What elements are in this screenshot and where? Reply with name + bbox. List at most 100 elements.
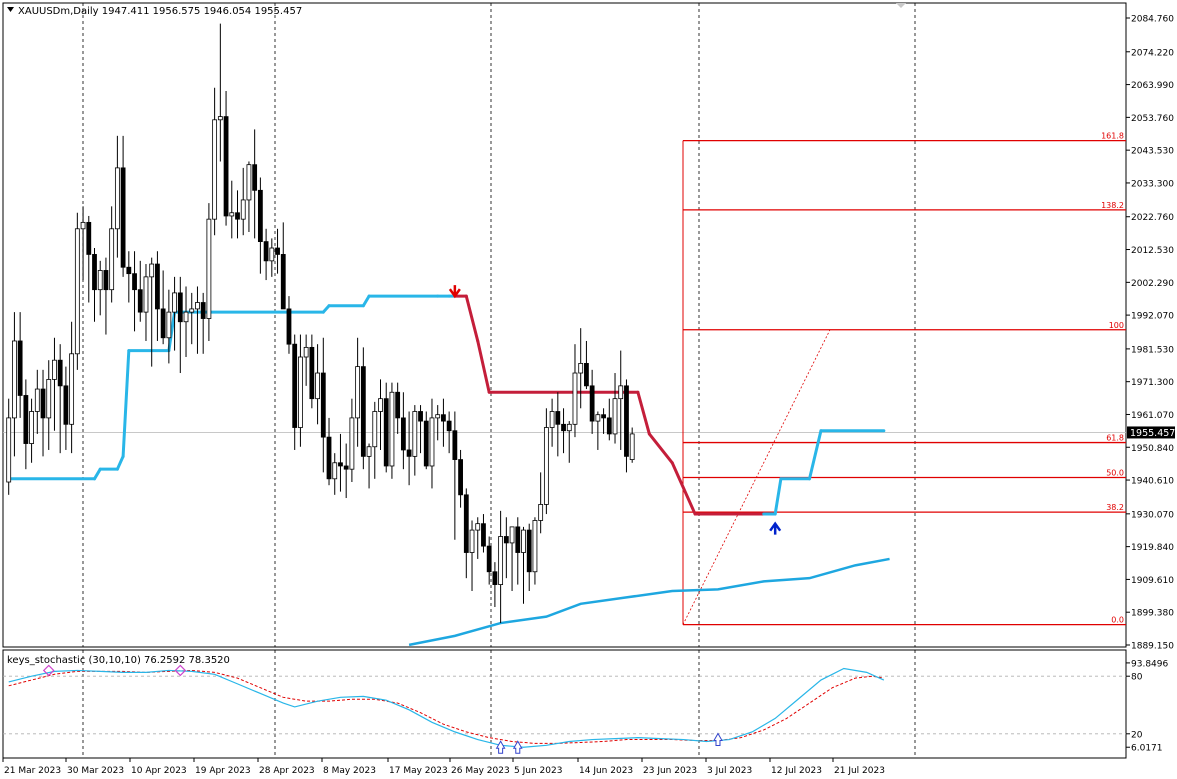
candle-body-61 — [355, 366, 361, 419]
candle-body-45 — [263, 241, 269, 262]
time-tick-label-10: 23 Jun 2023 — [643, 766, 697, 776]
candle-body-51 — [298, 356, 303, 428]
supertrend-segment-10 — [361, 294, 371, 308]
candle-body-64 — [372, 411, 378, 448]
supertrend-segment-16 — [476, 339, 491, 394]
indicator-label: keys_stochastic (30,10,10) 76.2592 78.35… — [7, 655, 230, 666]
price-tick-label-10: 1981.530 — [1131, 345, 1174, 355]
candle-body-36 — [212, 119, 218, 220]
price-tick-label-3: 2053.760 — [1131, 114, 1174, 124]
stoch-tick-label-2: 20 — [1131, 730, 1143, 740]
price-tick-label-13: 1950.840 — [1131, 444, 1174, 454]
price-tick-label-5: 2033.300 — [1131, 179, 1174, 189]
stoch-tick-label-0: 93.8496 — [1131, 659, 1168, 669]
candle-body-74 — [429, 417, 435, 467]
candle-body-19 — [114, 167, 120, 230]
candle-body-62 — [360, 366, 366, 457]
candle-body-32 — [189, 308, 195, 313]
candle-body-42 — [246, 164, 252, 201]
candle-body-57 — [332, 462, 338, 480]
candle-body-43 — [252, 164, 258, 191]
supertrend-segment-23 — [773, 477, 783, 516]
price-tick-label-12: 1961.070 — [1131, 411, 1174, 421]
price-tick-label-11: 1971.300 — [1131, 378, 1174, 388]
indicator-pane-frame — [2, 649, 1127, 759]
fib-trend-line — [682, 329, 831, 625]
candle-body-6 — [40, 388, 46, 419]
candle-body-30 — [177, 292, 183, 323]
time-tick-label-6: 17 May 2023 — [389, 766, 448, 776]
chart-shift-icon[interactable] — [896, 3, 906, 8]
candle-body-48 — [280, 254, 286, 310]
candle-body-68 — [395, 391, 401, 419]
sell-arrow-icon — [448, 285, 461, 299]
collapse-triangle-icon[interactable] — [7, 7, 14, 12]
candle-body-80 — [463, 494, 469, 553]
candle-body-46 — [269, 247, 275, 262]
candle-body-69 — [400, 417, 406, 451]
candle-body-47 — [275, 247, 280, 255]
price-tick-label-16: 1919.840 — [1131, 543, 1174, 553]
candle-body-92 — [532, 520, 538, 573]
symbol-header: XAUUSDm,Daily 1947.411 1956.575 1946.054… — [7, 6, 302, 17]
candle-body-53 — [309, 346, 315, 400]
candle-body-33 — [195, 302, 200, 310]
candle-body-29 — [172, 292, 177, 313]
candle-body-16 — [97, 270, 103, 291]
candle-body-83 — [481, 523, 486, 547]
candle-body-94 — [543, 427, 549, 505]
candle-body-77 — [446, 420, 452, 432]
candle-body-85 — [492, 571, 498, 585]
candle-body-9 — [57, 359, 63, 387]
candle-body-109 — [629, 433, 635, 460]
candle-body-97 — [561, 423, 566, 432]
candle-body-84 — [486, 545, 492, 573]
candle-body-91 — [526, 529, 532, 573]
candle-body-108 — [624, 385, 629, 457]
supertrend-segment-25 — [808, 429, 823, 481]
candle-body-25 — [149, 263, 155, 278]
candle-body-66 — [383, 398, 389, 467]
candle-body-49 — [286, 308, 292, 345]
signal-arrows — [448, 285, 782, 535]
candle-body-82 — [475, 523, 481, 531]
stochastic-pane: 93.8496 80 20 6.0171 — [3, 659, 1168, 754]
candle-body-102 — [589, 385, 595, 422]
candle-body-11 — [69, 353, 75, 425]
candle-body-15 — [92, 254, 97, 291]
candle-body-20 — [120, 167, 126, 268]
price-badge-text: 1955.457 — [1130, 428, 1175, 439]
candle-body-52 — [303, 346, 309, 358]
time-tick-label-4: 28 Apr 2023 — [259, 766, 315, 776]
candle-body-54 — [315, 372, 320, 400]
candle-body-60 — [349, 417, 355, 470]
candle-body-8 — [52, 359, 57, 380]
period-separators — [82, 3, 916, 758]
candle-body-73 — [423, 420, 429, 467]
supertrend-segment-18 — [636, 390, 651, 436]
candle-body-3 — [23, 395, 29, 444]
time-tick-label-8: 5 Jun 2023 — [514, 766, 562, 776]
candle-body-95 — [549, 411, 555, 428]
price-tick-label-18: 1899.380 — [1131, 609, 1174, 619]
price-tick-label-4: 2043.530 — [1131, 147, 1174, 157]
candle-body-34 — [200, 302, 206, 319]
stoch-tick-label-3: 6.0171 — [1131, 744, 1163, 754]
price-tick-label-8: 2002.290 — [1131, 279, 1174, 289]
candle-body-4 — [29, 411, 34, 444]
supertrend-segment-15 — [464, 294, 480, 343]
time-tick-label-9: 14 Jun 2023 — [579, 766, 633, 776]
candle-body-99 — [572, 372, 578, 425]
price-tick-label-19: 1889.150 — [1131, 642, 1174, 652]
supertrend-segment-4 — [121, 349, 131, 458]
candle-body-59 — [343, 465, 349, 470]
fib-label-38.2: 38.2 — [1106, 503, 1124, 512]
candle-body-104 — [601, 414, 606, 419]
candle-body-35 — [206, 218, 212, 319]
candle-body-2 — [17, 340, 23, 396]
candle-body-44 — [257, 189, 263, 243]
price-tick-label-0: 2084.760 — [1131, 15, 1174, 25]
price-tick-label-15: 1930.070 — [1131, 510, 1174, 520]
